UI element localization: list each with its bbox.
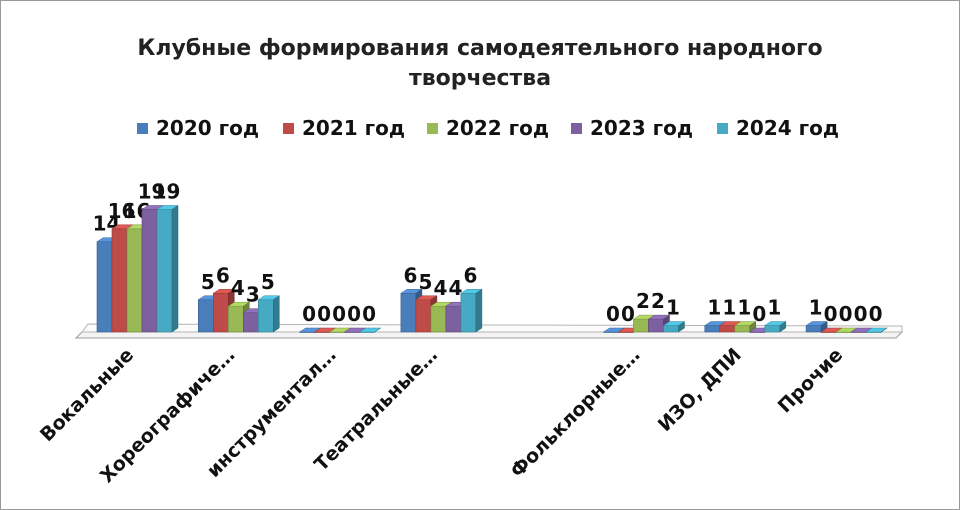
data-label-3-0: 19 bbox=[138, 179, 166, 203]
data-label-4-6: 1 bbox=[767, 296, 781, 320]
legend-label-2024: 2024 год bbox=[736, 116, 839, 140]
bar-0-6 bbox=[704, 325, 721, 333]
bar-1-1 bbox=[213, 292, 229, 333]
data-label-2-5: 2 bbox=[636, 289, 650, 313]
bar-side-4-7 bbox=[880, 327, 888, 333]
data-label-4-2: 0 bbox=[362, 302, 376, 326]
bar-2-0 bbox=[126, 228, 143, 333]
data-label-1-5: 0 bbox=[621, 302, 635, 326]
bar-4-6 bbox=[764, 325, 781, 333]
data-label-3-3: 4 bbox=[448, 276, 462, 300]
data-label-2-1: 4 bbox=[231, 276, 245, 300]
bar-0-0 bbox=[96, 241, 113, 333]
data-label-4-1: 5 bbox=[261, 270, 275, 294]
legend-swatch-2022 bbox=[427, 122, 438, 134]
bar-side-4-1 bbox=[273, 295, 280, 333]
bar-4-5 bbox=[663, 325, 679, 333]
legend-label-2023: 2023 год bbox=[590, 116, 693, 140]
category-label-0: Вокальные bbox=[36, 344, 138, 446]
legend-label-2022: 2022 год bbox=[446, 116, 549, 140]
data-label-1-0: 16 bbox=[108, 199, 136, 223]
data-label-3-5: 2 bbox=[651, 289, 665, 313]
legend-swatch-2021 bbox=[283, 122, 294, 134]
legend-label-2020: 2020 год bbox=[156, 116, 259, 140]
data-label-3-6: 0 bbox=[752, 302, 766, 326]
category-label-5: Фольклорные… bbox=[506, 344, 644, 482]
data-label-2-3: 4 bbox=[433, 276, 447, 300]
chart-floor bbox=[74, 331, 904, 339]
chart-legend: 2020 год 2021 год 2022 год 2023 год 2024… bbox=[0, 116, 960, 146]
data-label-2-7: 0 bbox=[839, 302, 853, 326]
bar-0-1 bbox=[198, 299, 214, 333]
data-label-1-6: 1 bbox=[722, 296, 736, 320]
data-label-2-2: 0 bbox=[332, 302, 346, 326]
bar-side-4-6 bbox=[779, 321, 787, 333]
data-label-1-2: 0 bbox=[317, 302, 331, 326]
bar-1-0 bbox=[111, 228, 128, 333]
data-label-1-1: 6 bbox=[216, 263, 230, 287]
data-label-3-7: 0 bbox=[854, 302, 868, 326]
data-label-0-2: 0 bbox=[302, 302, 316, 326]
bar-3-1 bbox=[243, 312, 259, 333]
data-label-3-2: 0 bbox=[347, 302, 361, 326]
bar-2-6 bbox=[734, 325, 751, 333]
category-label-6: ИЗО, ДПИ bbox=[654, 344, 746, 436]
legend-item-2021: 2021 год bbox=[283, 116, 405, 140]
data-label-1-3: 5 bbox=[418, 270, 432, 294]
bar-4-3 bbox=[460, 292, 477, 333]
data-label-4-5: 1 bbox=[666, 296, 680, 320]
legend-item-2020: 2020 год bbox=[137, 116, 259, 140]
data-label-2-6: 1 bbox=[737, 296, 751, 320]
legend-swatch-2023 bbox=[571, 122, 582, 134]
bar-3-5 bbox=[648, 318, 664, 333]
data-label-0-1: 5 bbox=[201, 270, 215, 294]
bar-3-3 bbox=[445, 305, 462, 333]
bar-side-4-2 bbox=[374, 327, 381, 333]
data-label-3-1: 3 bbox=[246, 283, 260, 307]
legend-item-2022: 2022 год bbox=[427, 116, 549, 140]
bar-0-3 bbox=[400, 292, 417, 333]
bar-2-3 bbox=[430, 305, 447, 333]
data-label-0-7: 1 bbox=[809, 296, 823, 320]
data-label-0-6: 1 bbox=[707, 296, 721, 320]
bar-1-6 bbox=[719, 325, 736, 333]
bar-4-0 bbox=[156, 209, 173, 333]
bar-4-1 bbox=[257, 299, 274, 333]
category-label-7: Прочие bbox=[774, 344, 847, 417]
bar-2-5 bbox=[633, 318, 649, 333]
data-label-4-0: 19 bbox=[153, 179, 181, 203]
data-label-0-3: 6 bbox=[403, 263, 417, 287]
bar-side-4-0 bbox=[171, 204, 179, 333]
data-label-4-7: 0 bbox=[869, 302, 883, 326]
bar-1-3 bbox=[415, 299, 432, 333]
data-label-0-5: 0 bbox=[606, 302, 620, 326]
bar-3-0 bbox=[141, 209, 158, 333]
legend-item-2023: 2023 год bbox=[571, 116, 693, 140]
chart-title: Клубные формирования самодеятельного нар… bbox=[137, 36, 823, 91]
legend-label-2021: 2021 год bbox=[302, 116, 405, 140]
bar-2-1 bbox=[228, 305, 244, 333]
bar-0-7 bbox=[805, 325, 822, 333]
legend-swatch-2024 bbox=[717, 122, 728, 134]
data-label-1-7: 0 bbox=[824, 302, 838, 326]
data-label-4-3: 6 bbox=[463, 263, 477, 287]
legend-item-2024: 2024 год bbox=[717, 116, 839, 140]
bar-side-4-5 bbox=[678, 321, 685, 333]
legend-swatch-2020 bbox=[137, 122, 148, 134]
chart-floor-top bbox=[81, 323, 903, 333]
bar-side-4-3 bbox=[475, 288, 483, 333]
